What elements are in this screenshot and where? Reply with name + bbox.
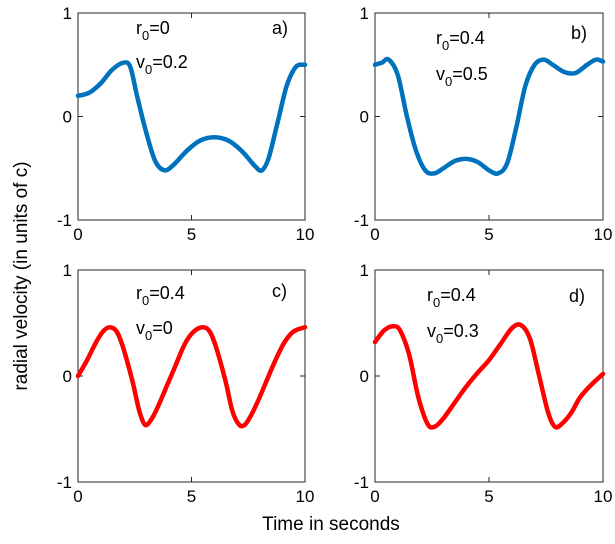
y-tick-label: 0 bbox=[63, 367, 72, 386]
y-tick-label: 0 bbox=[63, 108, 72, 127]
y-tick-label: 0 bbox=[360, 108, 369, 127]
x-tick-label: 5 bbox=[187, 487, 196, 506]
annotation-r0: r0=0.4 bbox=[427, 285, 476, 310]
y-tick-label: 0 bbox=[360, 367, 369, 386]
x-tick-label: 0 bbox=[370, 225, 379, 244]
annotation-r0: r0=0.4 bbox=[136, 283, 185, 308]
x-tick-label: 0 bbox=[370, 487, 379, 506]
series-line bbox=[75, 60, 308, 173]
y-tick-label: -1 bbox=[57, 211, 72, 230]
y-tick-label: 1 bbox=[360, 261, 369, 280]
y-tick-label: -1 bbox=[57, 473, 72, 492]
panel-label: a) bbox=[272, 18, 288, 38]
x-tick-label: 10 bbox=[296, 225, 315, 244]
panel-label: d) bbox=[569, 286, 585, 306]
annotation-v0: v0=0 bbox=[136, 318, 173, 343]
panel-label: c) bbox=[272, 281, 287, 301]
x-tick-label: 0 bbox=[73, 487, 82, 506]
axes-box bbox=[77, 12, 306, 221]
y-tick-label: -1 bbox=[354, 473, 369, 492]
series-line bbox=[372, 322, 606, 430]
annotation-r0: r0=0 bbox=[136, 18, 170, 43]
annotation-r0: r0=0.4 bbox=[436, 28, 485, 53]
y-tick-label: -1 bbox=[354, 211, 369, 230]
y-tick-label: 1 bbox=[63, 4, 72, 23]
x-axis-label: Time in seconds bbox=[262, 514, 400, 535]
y-tick-label: 1 bbox=[360, 4, 369, 23]
series-line bbox=[75, 324, 308, 429]
x-tick-label: 5 bbox=[484, 487, 493, 506]
panel-label: b) bbox=[571, 23, 587, 43]
x-tick-label: 10 bbox=[594, 487, 613, 506]
x-tick-label: 5 bbox=[484, 225, 493, 244]
y-tick-label: 1 bbox=[63, 261, 72, 280]
y-axis-label: radial velocity (in units of c) bbox=[11, 161, 32, 390]
annotation-v0: v0=0.2 bbox=[136, 52, 188, 77]
x-tick-label: 0 bbox=[73, 225, 82, 244]
annotation-v0: v0=0.3 bbox=[427, 321, 479, 346]
series-line bbox=[372, 56, 606, 176]
x-tick-label: 5 bbox=[187, 225, 196, 244]
annotation-v0: v0=0.5 bbox=[436, 64, 488, 89]
x-tick-label: 10 bbox=[296, 487, 315, 506]
x-tick-label: 10 bbox=[594, 225, 613, 244]
